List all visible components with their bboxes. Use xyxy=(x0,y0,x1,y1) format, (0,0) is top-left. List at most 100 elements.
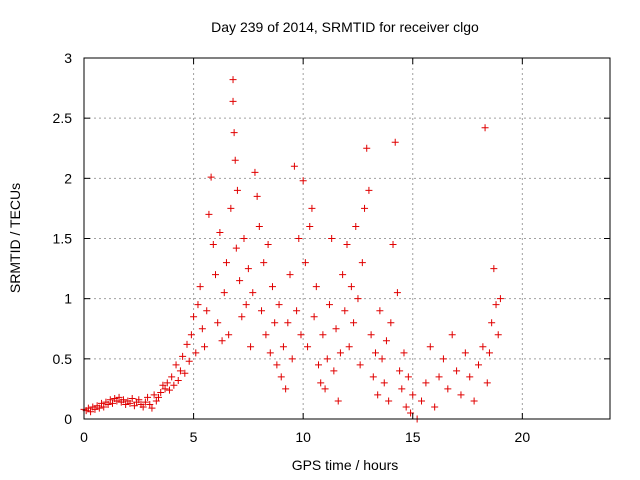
data-point xyxy=(277,373,285,381)
data-point xyxy=(439,355,447,363)
data-point xyxy=(216,228,224,236)
data-point xyxy=(185,357,193,365)
data-point xyxy=(431,403,439,411)
data-point xyxy=(244,265,252,273)
data-point xyxy=(376,307,384,315)
data-point xyxy=(144,393,152,401)
data-point xyxy=(212,271,219,279)
data-point xyxy=(319,331,327,339)
data-point xyxy=(444,385,452,393)
x-tick-label: 0 xyxy=(80,429,88,445)
data-point xyxy=(358,259,366,267)
data-point xyxy=(330,367,338,375)
data-point xyxy=(155,393,163,401)
data-point xyxy=(196,283,204,291)
data-point xyxy=(229,97,237,105)
data-point xyxy=(475,361,482,369)
data-point xyxy=(165,386,173,394)
data-point xyxy=(492,301,500,309)
data-point xyxy=(249,289,257,297)
data-point xyxy=(106,396,114,404)
data-point xyxy=(461,349,469,357)
data-point xyxy=(126,399,134,407)
data-point xyxy=(288,355,296,363)
data-point xyxy=(198,325,206,333)
data-point xyxy=(479,343,487,351)
data-point xyxy=(378,355,386,363)
data-point xyxy=(306,222,314,230)
data-point xyxy=(453,367,461,375)
data-point xyxy=(146,401,154,409)
data-point xyxy=(190,313,198,321)
data-point xyxy=(139,403,147,411)
data-point xyxy=(334,397,342,405)
data-point xyxy=(183,340,191,348)
data-point xyxy=(389,241,397,249)
data-point xyxy=(98,399,106,407)
data-point xyxy=(352,222,360,230)
data-point xyxy=(402,403,410,411)
x-tick-label: 5 xyxy=(190,429,198,445)
data-point xyxy=(354,295,362,303)
data-point xyxy=(232,244,240,252)
y-axis-label: SRMTID / TECUs xyxy=(7,183,23,293)
data-point xyxy=(233,186,241,194)
data-point xyxy=(404,373,412,381)
y-tick-label: 2.5 xyxy=(53,110,73,126)
data-point xyxy=(95,404,103,412)
data-point xyxy=(282,385,290,393)
data-point xyxy=(148,404,156,412)
data-points xyxy=(80,76,504,423)
data-point xyxy=(172,361,180,369)
data-point xyxy=(323,355,331,363)
data-point xyxy=(481,124,489,132)
data-point xyxy=(273,361,281,369)
y-tick-label: 1 xyxy=(64,291,72,307)
data-point xyxy=(496,295,504,303)
data-point xyxy=(488,319,496,327)
data-point xyxy=(466,373,474,381)
data-point xyxy=(275,301,283,309)
data-point xyxy=(229,76,237,84)
data-point xyxy=(227,204,235,212)
data-point xyxy=(225,331,233,339)
data-point xyxy=(321,385,329,393)
axis-ticks: 0 0.5 1 1.5 2 2.5 3 0 5 10 15 20 xyxy=(53,50,610,445)
data-point xyxy=(253,192,261,200)
data-point xyxy=(325,301,333,309)
data-point xyxy=(297,331,305,339)
data-point xyxy=(168,373,176,381)
data-point xyxy=(209,241,217,249)
data-point xyxy=(203,307,211,315)
data-point xyxy=(457,391,465,399)
data-point xyxy=(308,204,316,212)
data-point xyxy=(222,259,230,267)
data-point xyxy=(122,401,130,409)
data-point xyxy=(115,393,123,401)
data-point xyxy=(176,367,184,375)
data-point xyxy=(84,404,92,412)
data-point xyxy=(343,241,351,249)
data-point xyxy=(170,381,178,389)
y-tick-label: 0.5 xyxy=(53,351,73,367)
data-point xyxy=(293,307,301,315)
data-point xyxy=(347,283,355,291)
data-point xyxy=(181,369,189,377)
data-point xyxy=(341,307,349,315)
data-point xyxy=(286,271,294,279)
data-point xyxy=(470,397,478,405)
data-point xyxy=(264,241,272,249)
grid-lines xyxy=(84,58,610,419)
data-point xyxy=(161,385,169,393)
data-point xyxy=(87,408,95,416)
data-point xyxy=(230,129,238,137)
data-point xyxy=(328,235,336,242)
data-point xyxy=(396,367,404,375)
x-tick-label: 20 xyxy=(515,429,531,445)
data-point xyxy=(220,289,228,297)
data-point xyxy=(382,337,390,345)
data-point xyxy=(119,396,127,404)
data-point xyxy=(418,397,426,405)
